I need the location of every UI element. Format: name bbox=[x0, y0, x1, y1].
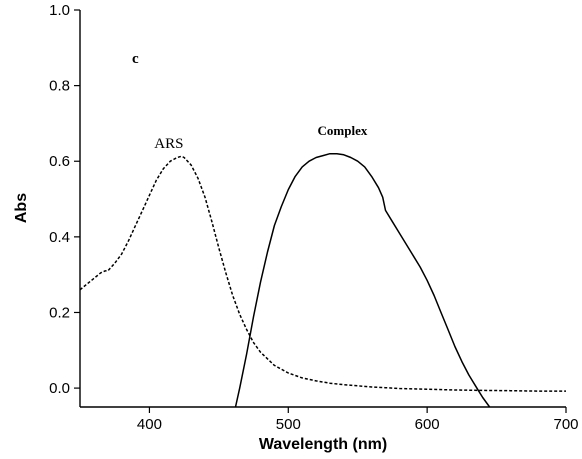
x-axis-title: Wavelength (nm) bbox=[259, 436, 387, 453]
y-tick-label: 0.8 bbox=[49, 78, 70, 95]
x-ticks: 400 500 600 700 bbox=[137, 407, 579, 433]
x-tick-label: 600 bbox=[415, 416, 440, 433]
series-line-dashed bbox=[80, 155, 566, 392]
y-tick-label: 0.6 bbox=[49, 153, 70, 170]
y-tick-label: 0.4 bbox=[49, 229, 70, 246]
x-tick-label: 700 bbox=[553, 416, 578, 433]
y-tick-label: 1.0 bbox=[49, 2, 70, 19]
annotations: ARS Complex bbox=[154, 123, 368, 152]
annotation-label: Complex bbox=[318, 123, 368, 138]
y-axis-title: Abs bbox=[13, 193, 30, 223]
y-tick-label: 0.2 bbox=[49, 304, 70, 321]
y-tick-label: 0.0 bbox=[49, 380, 70, 397]
annotation-label: ARS bbox=[154, 136, 183, 152]
y-ticks: 0.0 0.2 0.4 0.6 0.8 1.0 bbox=[49, 2, 80, 397]
x-tick-label: 500 bbox=[276, 416, 301, 433]
x-tick-label: 400 bbox=[137, 416, 162, 433]
series-group bbox=[80, 152, 566, 407]
panel-label: c bbox=[132, 51, 139, 67]
series-line-solid bbox=[234, 152, 491, 407]
